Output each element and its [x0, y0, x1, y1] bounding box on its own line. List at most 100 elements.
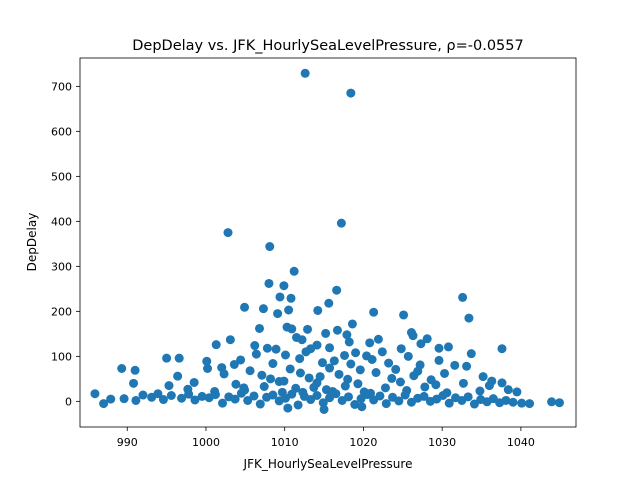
y-axis-label: DepDelay — [25, 213, 39, 272]
data-point — [336, 218, 346, 228]
y-tick-label: 100 — [51, 350, 72, 363]
data-point — [377, 347, 387, 357]
data-point — [403, 351, 413, 361]
data-point — [230, 394, 240, 404]
plot-frame — [79, 57, 577, 428]
data-point — [434, 343, 444, 353]
data-point — [458, 292, 468, 302]
data-point — [497, 344, 507, 354]
y-tick-label: 0 — [65, 395, 72, 408]
data-point — [366, 388, 376, 398]
data-point — [373, 334, 383, 344]
data-point — [319, 404, 329, 414]
data-point — [440, 368, 450, 378]
data-point — [153, 389, 163, 399]
data-point — [106, 394, 116, 404]
data-point — [416, 339, 426, 349]
data-point — [287, 324, 297, 334]
data-point — [357, 402, 367, 412]
x-tick-label: 990 — [117, 436, 138, 449]
data-point — [443, 342, 453, 352]
data-point — [219, 369, 229, 379]
data-point — [497, 378, 507, 388]
data-point — [300, 68, 310, 78]
data-point — [512, 387, 522, 397]
data-point — [332, 285, 342, 295]
data-point — [422, 334, 432, 344]
data-point — [285, 364, 295, 374]
x-tick-label: 1040 — [507, 436, 535, 449]
data-point — [408, 331, 418, 341]
data-point — [351, 348, 361, 358]
x-axis-ticks: 990 1000 1010 1020 1030 1040 — [117, 427, 535, 449]
data-point — [119, 394, 129, 404]
data-point — [166, 391, 176, 400]
data-point — [525, 399, 535, 409]
data-point — [251, 349, 261, 359]
data-point — [466, 349, 476, 359]
data-point — [371, 368, 381, 378]
data-point — [369, 307, 379, 317]
data-point — [279, 281, 289, 291]
data-point — [554, 398, 564, 408]
data-point — [210, 390, 220, 400]
data-point — [255, 323, 264, 333]
data-point — [268, 390, 278, 400]
data-point — [329, 356, 339, 366]
data-point — [184, 389, 194, 399]
y-tick-label: 700 — [51, 80, 72, 93]
data-point — [312, 391, 322, 400]
data-point — [129, 378, 139, 388]
data-point — [231, 379, 241, 389]
data-point — [240, 302, 250, 312]
y-tick-label: 500 — [51, 170, 72, 183]
data-point — [295, 368, 305, 378]
data-point — [275, 292, 285, 302]
data-point — [321, 328, 331, 338]
y-axis-ticks: 0 100 200 300 400 500 600 700 — [51, 80, 80, 408]
data-point — [475, 386, 485, 396]
data-point — [99, 399, 109, 409]
data-point — [419, 391, 429, 401]
data-point — [189, 377, 199, 387]
data-point — [131, 395, 141, 405]
data-point — [450, 360, 460, 370]
data-point — [384, 358, 394, 368]
data-point — [130, 365, 140, 375]
data-point — [262, 343, 272, 353]
data-point — [462, 361, 472, 371]
data-point — [325, 363, 335, 373]
data-point — [399, 310, 409, 320]
data-point — [301, 347, 311, 357]
data-point — [484, 381, 494, 391]
data-point — [218, 398, 227, 408]
data-point — [239, 383, 249, 393]
data-point — [295, 354, 305, 364]
data-point — [164, 381, 174, 391]
data-point — [318, 398, 328, 408]
data-point — [355, 365, 365, 375]
data-point — [257, 370, 267, 380]
chart-title: DepDelay vs. JFK_HourlySeaLevelPressure,… — [132, 38, 524, 54]
y-tick-label: 300 — [51, 260, 72, 273]
x-tick-label: 1000 — [192, 436, 220, 449]
data-point — [271, 344, 281, 354]
data-point — [501, 395, 511, 405]
data-point — [420, 382, 430, 392]
data-point — [346, 88, 356, 98]
data-point — [293, 400, 303, 410]
data-point — [283, 403, 293, 413]
data-point — [332, 325, 342, 335]
y-tick-label: 200 — [51, 305, 72, 318]
data-point — [162, 353, 172, 363]
data-point — [375, 391, 385, 401]
data-point — [340, 350, 350, 360]
data-point — [381, 399, 391, 409]
data-point — [380, 383, 390, 393]
data-point — [265, 242, 275, 252]
data-point — [280, 350, 290, 360]
data-point — [346, 359, 356, 369]
data-point — [190, 395, 200, 405]
data-point — [268, 359, 278, 369]
data-point — [315, 372, 325, 382]
